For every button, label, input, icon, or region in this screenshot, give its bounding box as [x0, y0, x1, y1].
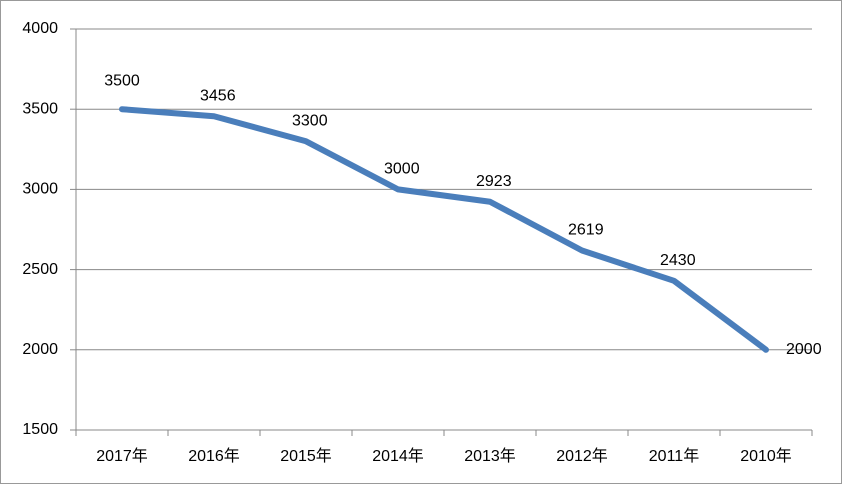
y-tick-label: 1500: [22, 421, 58, 438]
x-tick-label: 2013年: [464, 447, 516, 465]
x-tick-label: 2015年: [280, 447, 332, 465]
data-label: 3500: [104, 72, 140, 89]
data-label: 3456: [200, 87, 236, 104]
y-tick-label: 3000: [22, 181, 58, 198]
data-line: [119, 106, 769, 353]
data-label: 2430: [660, 252, 696, 269]
y-tick-label: 2000: [22, 341, 58, 358]
data-label: 2619: [568, 222, 604, 239]
x-tick-label: 2016年: [188, 447, 240, 465]
x-tick-label: 2012年: [556, 447, 608, 465]
data-label: 3000: [384, 161, 420, 178]
data-label: 3300: [292, 112, 328, 129]
x-tick-label: 2011年: [649, 447, 699, 465]
y-tick-label: 3500: [22, 100, 58, 117]
x-tick-label: 2017年: [96, 447, 148, 465]
data-label: 2923: [476, 173, 512, 190]
data-label: 2000: [786, 341, 822, 358]
y-tick-label: 2500: [22, 261, 58, 278]
x-tick-label: 2010年: [740, 447, 792, 465]
x-tick-label: 2014年: [372, 447, 424, 465]
y-tick-label: 4000: [22, 20, 58, 37]
